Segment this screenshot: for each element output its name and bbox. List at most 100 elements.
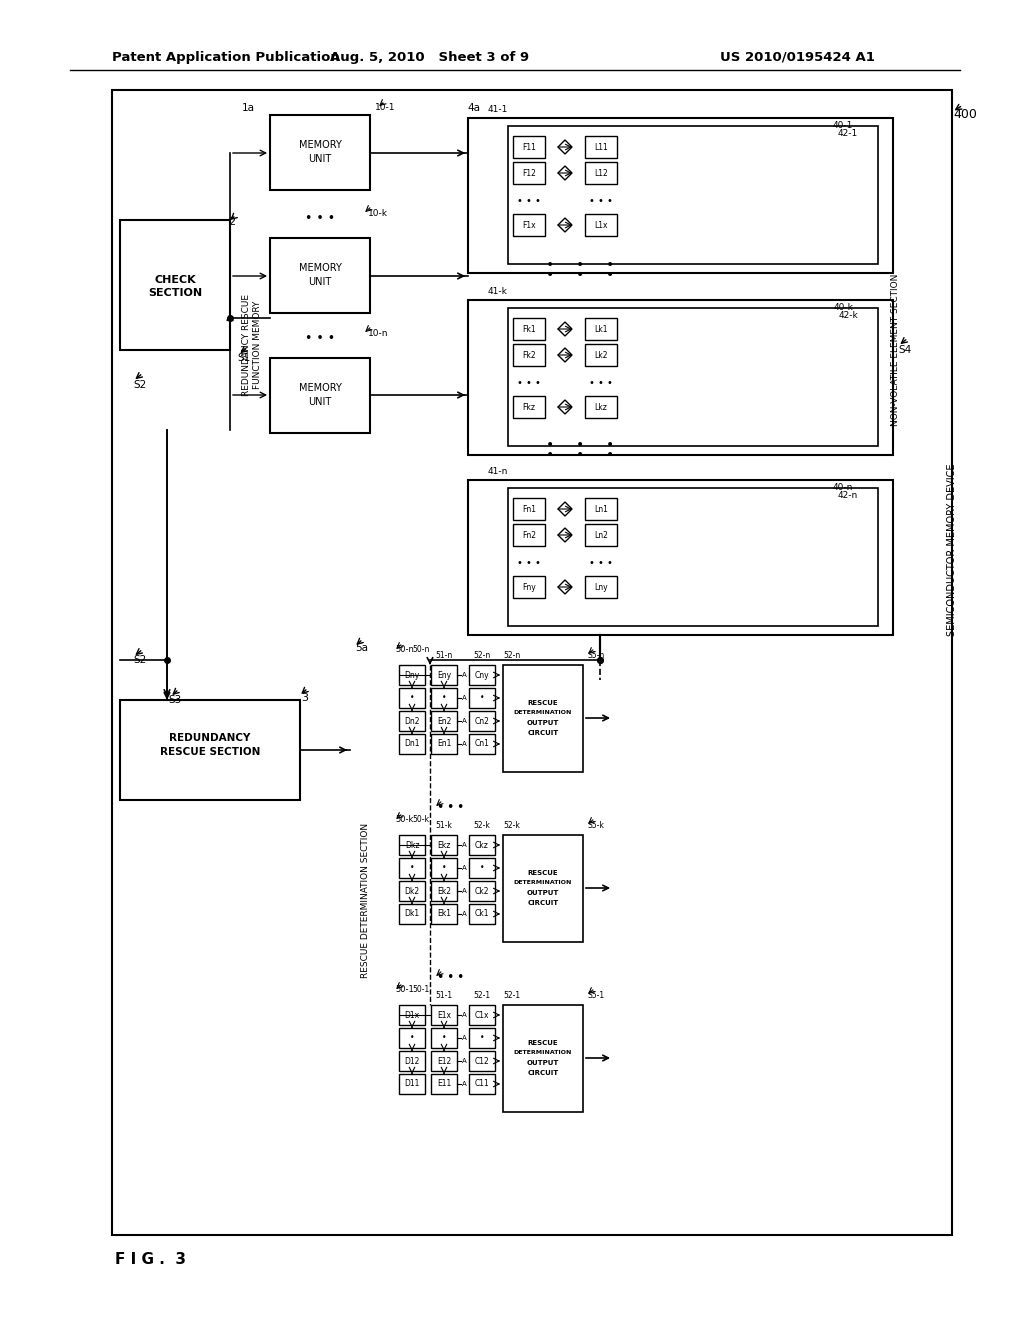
Text: D1x: D1x (404, 1011, 420, 1019)
Bar (393, 655, 531, 772)
Text: SECTION: SECTION (147, 288, 202, 298)
Bar (468, 663, 496, 756)
Bar (240, 100, 460, 590)
Bar (508, 125, 878, 264)
Text: Ekz: Ekz (437, 841, 451, 850)
Text: RESCUE SECTION: RESCUE SECTION (160, 747, 260, 756)
Text: 10-1: 10-1 (375, 103, 395, 111)
Text: •: • (436, 801, 443, 814)
Text: Ck2: Ck2 (475, 887, 489, 895)
Bar (513, 524, 545, 546)
Text: •: • (546, 257, 554, 272)
Bar (585, 576, 617, 598)
Text: Aug. 5, 2010   Sheet 3 of 9: Aug. 5, 2010 Sheet 3 of 9 (331, 50, 529, 63)
Bar (508, 308, 878, 446)
Text: A: A (462, 911, 466, 917)
Bar (585, 498, 617, 520)
Text: Fny: Fny (522, 582, 536, 591)
Text: UNIT: UNIT (308, 154, 332, 164)
Bar (430, 663, 458, 756)
Bar (469, 665, 495, 685)
Text: En2: En2 (437, 717, 452, 726)
Bar (393, 825, 531, 942)
Text: Patent Application Publication: Patent Application Publication (112, 50, 340, 63)
Text: A: A (462, 718, 466, 723)
Text: •: • (457, 972, 464, 985)
Text: RESCUE: RESCUE (527, 870, 558, 876)
Text: A: A (462, 741, 466, 747)
Text: •: • (446, 972, 454, 985)
Text: • • •: • • • (305, 331, 335, 345)
Bar (431, 1028, 457, 1048)
Bar (469, 734, 495, 754)
Text: CIRCUIT: CIRCUIT (527, 1071, 559, 1076)
Bar (430, 1003, 458, 1097)
Text: S4: S4 (898, 345, 911, 355)
Text: •: • (575, 447, 584, 462)
Bar (469, 711, 495, 731)
Text: S5-n: S5-n (588, 651, 605, 660)
Bar (399, 1005, 425, 1026)
Text: Lkz: Lkz (595, 403, 607, 412)
Text: MEMORY: MEMORY (299, 263, 341, 273)
Text: F I G .  3: F I G . 3 (115, 1253, 186, 1267)
Bar (350, 640, 920, 1210)
Text: Ek1: Ek1 (437, 909, 451, 919)
Bar (393, 995, 531, 1111)
Text: 1a: 1a (242, 103, 255, 114)
Text: 50-k: 50-k (395, 816, 414, 825)
Text: •: • (441, 1034, 446, 1043)
Text: • • •: • • • (517, 378, 541, 388)
Text: 52-k: 52-k (473, 821, 490, 829)
Bar (399, 665, 425, 685)
Text: Dn1: Dn1 (404, 739, 420, 748)
Text: •: • (546, 438, 554, 451)
Bar (585, 396, 617, 418)
Text: Ckz: Ckz (475, 841, 488, 850)
Bar (431, 880, 457, 902)
Polygon shape (558, 579, 572, 594)
Text: Lny: Lny (594, 582, 608, 591)
Text: Fkz: Fkz (522, 403, 536, 412)
Text: 50-1: 50-1 (395, 986, 414, 994)
Text: RESCUE DETERMINATION SECTION: RESCUE DETERMINATION SECTION (360, 822, 370, 978)
Bar (431, 904, 457, 924)
Text: •: • (441, 693, 446, 702)
Text: DETERMINATION: DETERMINATION (514, 880, 572, 886)
Text: REDUNDANCY RESCUE
FUNCTION MEMORY: REDUNDANCY RESCUE FUNCTION MEMORY (242, 294, 262, 396)
Text: US 2010/0195424 A1: US 2010/0195424 A1 (720, 50, 874, 63)
Text: RESCUE: RESCUE (527, 1040, 558, 1045)
Bar (513, 345, 545, 366)
Bar (399, 688, 425, 708)
Text: D11: D11 (404, 1080, 420, 1089)
Bar (112, 90, 952, 1236)
Text: 10-k: 10-k (368, 210, 388, 219)
Bar (399, 1074, 425, 1094)
Text: 400: 400 (953, 108, 977, 121)
Text: A: A (462, 1081, 466, 1086)
Bar (585, 345, 617, 366)
Text: •: • (575, 257, 584, 272)
Text: •: • (606, 447, 614, 462)
Text: Eny: Eny (437, 671, 451, 680)
Text: •: • (410, 1034, 415, 1043)
Bar (503, 836, 583, 942)
Text: S5-1: S5-1 (588, 990, 605, 999)
Text: MEMORY: MEMORY (299, 383, 341, 393)
Text: A: A (462, 865, 466, 871)
Text: 51-1: 51-1 (435, 990, 453, 999)
Text: 52-n: 52-n (473, 651, 490, 660)
Text: C1x: C1x (475, 1011, 489, 1019)
Bar (469, 904, 495, 924)
Text: 52-n: 52-n (503, 651, 520, 660)
Text: 40-1: 40-1 (833, 121, 853, 131)
Bar (399, 711, 425, 731)
Bar (399, 836, 425, 855)
Bar (585, 162, 617, 183)
Text: Dk2: Dk2 (404, 887, 420, 895)
Text: Lk2: Lk2 (594, 351, 608, 359)
Bar (513, 136, 545, 158)
Bar (431, 1005, 457, 1026)
Bar (399, 880, 425, 902)
Polygon shape (558, 528, 572, 543)
